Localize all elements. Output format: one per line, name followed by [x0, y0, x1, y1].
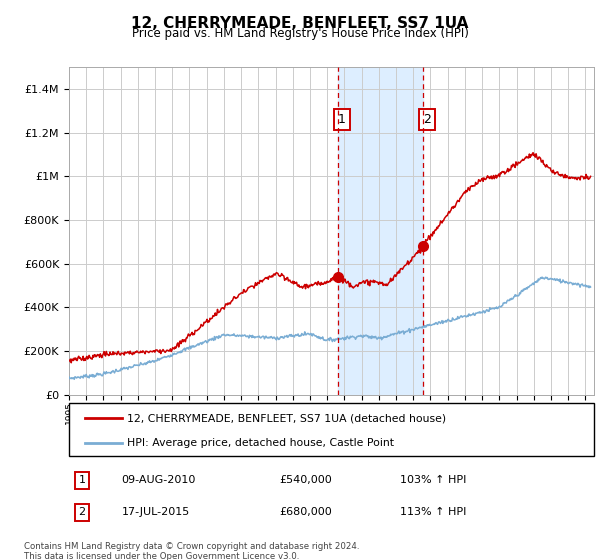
Text: 09-AUG-2010: 09-AUG-2010 — [121, 475, 196, 486]
Text: Contains HM Land Registry data © Crown copyright and database right 2024.
This d: Contains HM Land Registry data © Crown c… — [24, 542, 359, 560]
Text: 12, CHERRYMEADE, BENFLEET, SS7 1UA (detached house): 12, CHERRYMEADE, BENFLEET, SS7 1UA (deta… — [127, 413, 446, 423]
Text: HPI: Average price, detached house, Castle Point: HPI: Average price, detached house, Cast… — [127, 437, 394, 447]
FancyBboxPatch shape — [69, 403, 594, 456]
Text: 2: 2 — [79, 507, 86, 517]
Text: £540,000: £540,000 — [279, 475, 332, 486]
Text: 113% ↑ HPI: 113% ↑ HPI — [400, 507, 466, 517]
Text: 103% ↑ HPI: 103% ↑ HPI — [400, 475, 466, 486]
Text: Price paid vs. HM Land Registry's House Price Index (HPI): Price paid vs. HM Land Registry's House … — [131, 27, 469, 40]
Text: 1: 1 — [338, 113, 346, 126]
Text: 12, CHERRYMEADE, BENFLEET, SS7 1UA: 12, CHERRYMEADE, BENFLEET, SS7 1UA — [131, 16, 469, 31]
Bar — [338, 67, 422, 395]
Text: £680,000: £680,000 — [279, 507, 332, 517]
Text: 17-JUL-2015: 17-JUL-2015 — [121, 507, 190, 517]
Text: 1: 1 — [79, 475, 86, 486]
Text: 2: 2 — [423, 113, 431, 126]
